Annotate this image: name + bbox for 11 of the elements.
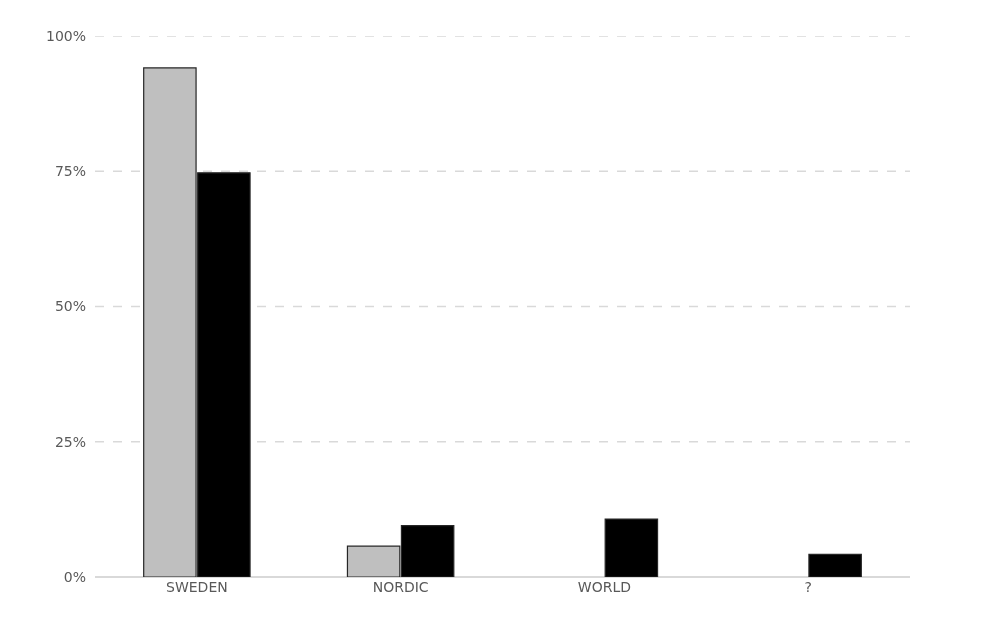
x-tick-label: SWEDEN — [166, 579, 228, 595]
y-tick-label: 0% — [63, 568, 86, 585]
y-tick-label: 75% — [54, 163, 86, 180]
y-tick-label: 25% — [54, 433, 86, 450]
y-tick-label: 50% — [54, 298, 86, 315]
x-tick-label: WORLD — [577, 579, 631, 595]
bar — [604, 518, 659, 577]
x-tick-label: ? — [804, 579, 812, 595]
y-tick-label: 100% — [45, 27, 86, 44]
x-tick-label: NORDIC — [372, 579, 429, 595]
bar — [808, 553, 862, 577]
